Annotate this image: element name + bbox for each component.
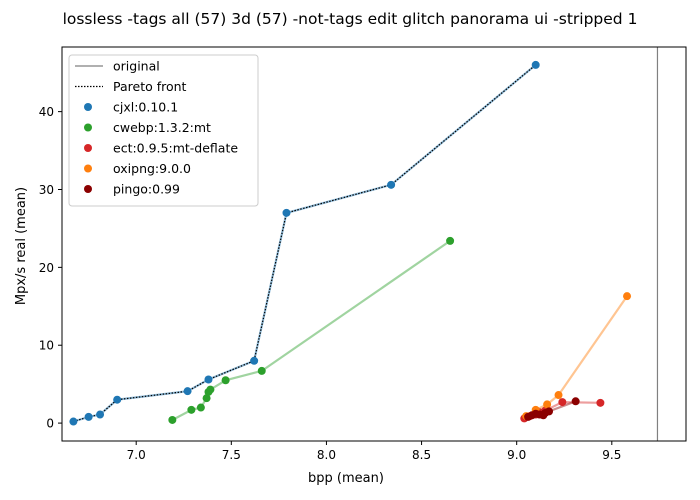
- data-point-3-4: [623, 292, 632, 301]
- legend-marker-2: [84, 103, 92, 111]
- data-point-1-2: [196, 403, 205, 412]
- x-tick-label-5: 9.5: [602, 448, 621, 462]
- legend-marker-4: [84, 144, 92, 152]
- legend-marker-3: [84, 123, 92, 132]
- x-tick-label-3: 8.5: [412, 448, 431, 462]
- data-point-0-2: [96, 410, 105, 419]
- x-tick-label-1: 7.5: [222, 448, 241, 462]
- x-tick-label-0: 7.0: [127, 448, 146, 462]
- data-point-3-3: [554, 391, 563, 400]
- y-axis-label: Mpx/s real (mean): [14, 187, 29, 305]
- data-point-0-5: [204, 375, 213, 384]
- data-point-1-5: [206, 385, 215, 394]
- legend-label-0: original: [113, 59, 160, 74]
- legend-marker-6: [84, 185, 92, 193]
- y-tick-label-1: 10: [39, 339, 54, 353]
- legend-label-4: ect:0.9.5:mt-deflate: [113, 141, 238, 156]
- data-point-1-1: [187, 405, 196, 414]
- legend-label-1: Pareto front: [113, 79, 187, 94]
- data-point-0-1: [84, 412, 93, 421]
- data-point-0-9: [531, 60, 540, 69]
- legend-marker-5: [84, 164, 92, 173]
- data-point-1-0: [168, 415, 177, 424]
- x-tick-label-4: 9.0: [507, 448, 526, 462]
- x-axis-label: bpp (mean): [308, 471, 384, 486]
- data-point-4-6: [545, 407, 554, 416]
- data-point-1-8: [446, 236, 455, 245]
- data-point-4-7: [571, 397, 580, 406]
- pareto-front-line: [73, 64, 537, 423]
- legend: original Pareto front cjxl:0.10.1 cwebp:1.3…: [68, 54, 259, 207]
- y-tick-label-4: 40: [39, 105, 54, 119]
- y-tick-label-2: 20: [39, 261, 54, 275]
- data-point-1-6: [221, 376, 230, 385]
- legend-label-6: pingo:0.99: [113, 182, 180, 197]
- y-tick-label-0: 0: [46, 417, 54, 431]
- data-point-1-3: [202, 394, 211, 403]
- legend-label-5: oxipng:9.0.0: [113, 161, 191, 176]
- data-point-1-7: [257, 366, 266, 375]
- data-point-0-8: [387, 180, 396, 189]
- data-point-0-6: [250, 356, 259, 365]
- y-tick-label-3: 30: [39, 183, 54, 197]
- data-point-2-6: [596, 398, 605, 407]
- axes: 7.0 7.5 8.0 8.5 9.0 9.5 0 10 20 30 40: [39, 46, 687, 462]
- data-point-0-7: [282, 208, 291, 217]
- chart-title: lossless -tags all (57) 3d (57) -not-tag…: [63, 10, 638, 28]
- legend-box: [68, 54, 259, 207]
- legend-label-3: cwebp:1.3.2:mt: [113, 120, 211, 135]
- data-point-0-3: [113, 395, 122, 404]
- data-point-2-5: [558, 398, 567, 407]
- x-tick-label-2: 8.0: [317, 448, 336, 462]
- plot-frame: [61, 46, 687, 442]
- data-point-3-2: [543, 400, 552, 409]
- data-point-0-4: [183, 387, 192, 396]
- series-line-1: [171, 239, 451, 421]
- legend-label-2: cjxl:0.10.1: [113, 100, 178, 115]
- data-point-0-0: [69, 417, 78, 426]
- plot-area: [69, 47, 659, 441]
